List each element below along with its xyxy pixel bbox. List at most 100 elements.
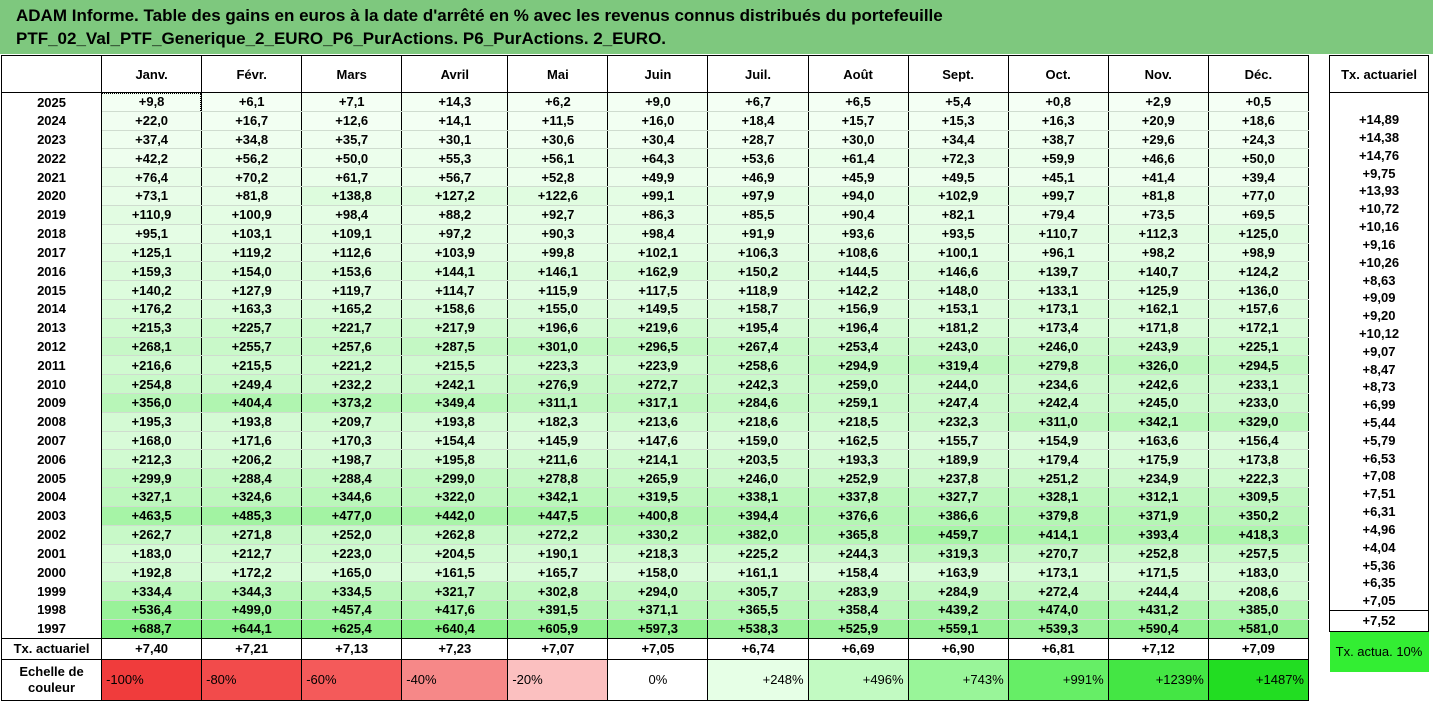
gain-cell[interactable]: +317,1 xyxy=(607,393,709,413)
gain-cell[interactable]: +77,0 xyxy=(1207,186,1310,206)
gain-cell[interactable]: +242,1 xyxy=(401,374,509,394)
gain-cell[interactable]: +162,5 xyxy=(807,430,909,451)
gain-cell[interactable]: +112,3 xyxy=(1107,223,1209,244)
gain-cell[interactable]: +45,9 xyxy=(807,167,909,188)
gain-cell[interactable]: +55,3 xyxy=(401,148,509,169)
gain-cell[interactable]: +92,7 xyxy=(507,204,609,225)
gain-cell[interactable]: +337,8 xyxy=(807,487,909,507)
gain-cell[interactable]: +311,0 xyxy=(1007,411,1109,432)
gain-cell[interactable]: +442,0 xyxy=(401,505,509,526)
gain-cell[interactable]: +206,2 xyxy=(201,449,303,470)
gain-cell[interactable]: +73,5 xyxy=(1107,204,1209,225)
gain-cell[interactable]: +258,6 xyxy=(707,355,809,376)
gain-cell[interactable]: +0,8 xyxy=(1007,92,1109,112)
gain-cell[interactable]: +30,6 xyxy=(507,129,609,150)
gain-cell[interactable]: +86,3 xyxy=(607,204,709,225)
gain-cell[interactable]: +102,1 xyxy=(607,242,709,263)
gain-cell[interactable]: +349,4 xyxy=(401,393,509,413)
gain-cell[interactable]: +144,1 xyxy=(401,261,509,282)
gain-cell[interactable]: +243,0 xyxy=(907,336,1009,357)
gain-cell[interactable]: +158,6 xyxy=(401,298,509,319)
gain-cell[interactable]: +195,4 xyxy=(707,317,809,338)
gain-cell[interactable]: +98,9 xyxy=(1207,242,1310,263)
gain-cell[interactable]: +109,1 xyxy=(301,223,403,244)
gain-cell[interactable]: +237,8 xyxy=(907,468,1009,489)
gain-cell[interactable]: +242,6 xyxy=(1107,374,1209,394)
tx-actuariel-cell[interactable]: +5,44 xyxy=(1329,413,1429,432)
tx-actuariel-cell[interactable]: +9,75 xyxy=(1329,164,1429,183)
gain-cell[interactable]: +49,5 xyxy=(907,167,1009,188)
gain-cell[interactable]: +97,2 xyxy=(401,223,509,244)
gain-cell[interactable]: +144,5 xyxy=(807,261,909,282)
gain-cell[interactable]: +149,5 xyxy=(607,298,709,319)
gain-cell[interactable]: +30,1 xyxy=(401,129,509,150)
gain-cell[interactable]: +688,7 xyxy=(101,618,203,639)
gain-cell[interactable]: +212,3 xyxy=(101,449,203,470)
gain-cell[interactable]: +242,4 xyxy=(1007,393,1109,413)
gain-cell[interactable]: +138,8 xyxy=(301,186,403,206)
gain-cell[interactable]: +190,1 xyxy=(507,543,609,564)
gain-cell[interactable]: +365,8 xyxy=(807,524,909,545)
gain-cell[interactable]: +6,2 xyxy=(507,92,609,112)
gain-cell[interactable]: +246,0 xyxy=(707,468,809,489)
gain-cell[interactable]: +477,0 xyxy=(301,505,403,526)
gain-cell[interactable]: +91,9 xyxy=(707,223,809,244)
gain-cell[interactable]: +203,5 xyxy=(707,449,809,470)
gain-cell[interactable]: +117,5 xyxy=(607,280,709,300)
gain-cell[interactable]: +182,3 xyxy=(507,411,609,432)
gain-cell[interactable]: +34,8 xyxy=(201,129,303,150)
gain-cell[interactable]: +38,7 xyxy=(1007,129,1109,150)
gain-cell[interactable]: +163,3 xyxy=(201,298,303,319)
gain-cell[interactable]: +173,4 xyxy=(1007,317,1109,338)
gain-cell[interactable]: +147,6 xyxy=(607,430,709,451)
gain-cell[interactable]: +404,4 xyxy=(201,393,303,413)
gain-cell[interactable]: +272,4 xyxy=(1007,581,1109,601)
gain-cell[interactable]: +328,1 xyxy=(1007,487,1109,507)
tx-actuariel-cell[interactable]: +10,72 xyxy=(1329,199,1429,218)
gain-cell[interactable]: +536,4 xyxy=(101,599,203,620)
gain-cell[interactable]: +296,5 xyxy=(607,336,709,357)
gain-cell[interactable]: +50,0 xyxy=(301,148,403,169)
gain-cell[interactable]: +22,0 xyxy=(101,110,203,131)
gain-cell[interactable]: +30,4 xyxy=(607,129,709,150)
gain-cell[interactable]: +12,6 xyxy=(301,110,403,131)
gain-cell[interactable]: +61,7 xyxy=(301,167,403,188)
gain-cell[interactable]: +327,7 xyxy=(907,487,1009,507)
gain-cell[interactable]: +15,7 xyxy=(807,110,909,131)
gain-cell[interactable]: +175,9 xyxy=(1107,449,1209,470)
tx-actuariel-cell[interactable]: +14,38 xyxy=(1329,128,1429,147)
gain-cell[interactable]: +183,0 xyxy=(1207,562,1310,583)
gain-cell[interactable]: +418,3 xyxy=(1207,524,1310,545)
gain-cell[interactable]: +100,1 xyxy=(907,242,1009,263)
gain-cell[interactable]: +9,8 xyxy=(101,92,203,112)
gain-cell[interactable]: +148,0 xyxy=(907,280,1009,300)
gain-cell[interactable]: +198,7 xyxy=(301,449,403,470)
actuarial-cell[interactable]: +6,74 xyxy=(707,637,809,660)
gain-cell[interactable]: +61,4 xyxy=(807,148,909,169)
gain-cell[interactable]: +371,9 xyxy=(1107,505,1209,526)
gain-cell[interactable]: +24,3 xyxy=(1207,129,1310,150)
gain-cell[interactable]: +59,9 xyxy=(1007,148,1109,169)
gain-cell[interactable]: +165,0 xyxy=(301,562,403,583)
gain-cell[interactable]: +193,8 xyxy=(201,411,303,432)
gain-cell[interactable]: +417,6 xyxy=(401,599,509,620)
gain-cell[interactable]: +463,5 xyxy=(101,505,203,526)
tx-actuariel-cell[interactable]: +7,05 xyxy=(1329,591,1429,611)
gain-cell[interactable]: +326,0 xyxy=(1107,355,1209,376)
gain-cell[interactable]: +50,0 xyxy=(1207,148,1310,169)
tx-actuariel-cell[interactable]: +5,79 xyxy=(1329,431,1429,450)
gain-cell[interactable]: +257,5 xyxy=(1207,543,1310,564)
gain-cell[interactable]: +156,9 xyxy=(807,298,909,319)
actuarial-cell[interactable]: +6,69 xyxy=(807,637,909,660)
gain-cell[interactable]: +400,8 xyxy=(607,505,709,526)
gain-cell[interactable]: +257,6 xyxy=(301,336,403,357)
gain-cell[interactable]: +215,5 xyxy=(201,355,303,376)
tx-actuariel-cell[interactable]: +4,96 xyxy=(1329,520,1429,539)
gain-cell[interactable]: +334,4 xyxy=(101,581,203,601)
gain-cell[interactable]: +140,2 xyxy=(101,280,203,300)
gain-cell[interactable]: +338,1 xyxy=(707,487,809,507)
gain-cell[interactable]: +196,4 xyxy=(807,317,909,338)
tx-actuariel-cell[interactable]: +6,35 xyxy=(1329,573,1429,592)
gain-cell[interactable]: +223,9 xyxy=(607,355,709,376)
gain-cell[interactable]: +221,2 xyxy=(301,355,403,376)
